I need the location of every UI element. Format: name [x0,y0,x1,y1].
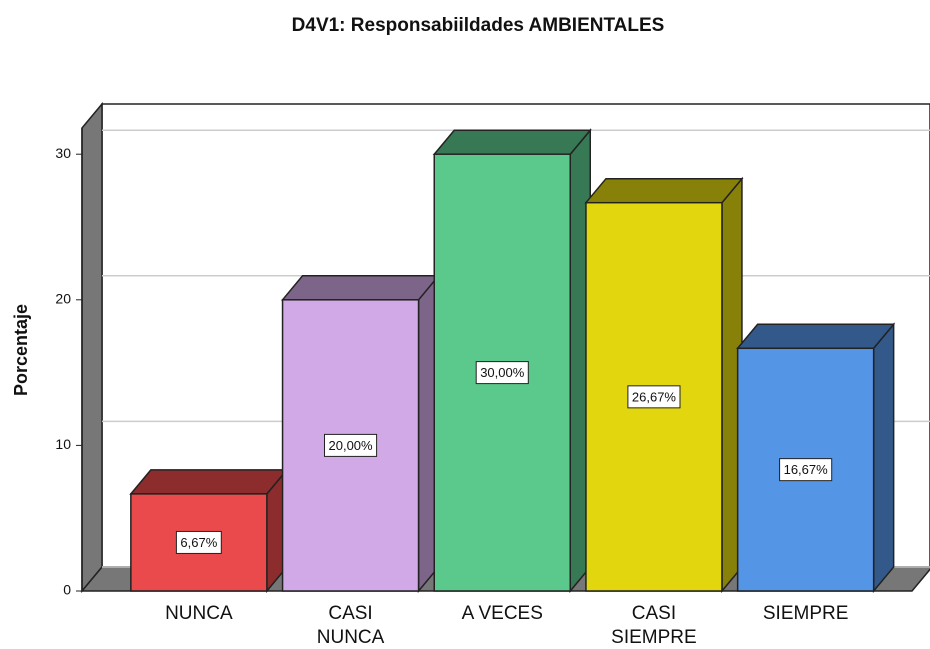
x-tick-label: CASI SIEMPRE [611,603,697,648]
y-axis-label: Porcentaje [11,304,31,396]
value-label: 6,67% [180,535,217,550]
bar-group: 6,67% [129,467,289,594]
chart-title: D4V1: Responsabiildades AMBIENTALES [292,15,665,36]
x-tick-label: NUNCA [165,603,233,624]
bar-side [872,322,895,594]
value-label: 30,00% [480,365,525,380]
value-label-box [627,385,681,409]
value-label: 20,00% [329,438,374,453]
value-label-box [779,458,833,482]
bar-top [129,469,289,495]
y-tick-label: 30 [55,145,71,161]
x-tick-label: A VECES [462,603,543,624]
y-tick-label: 20 [55,291,71,307]
bar-top [584,177,744,204]
value-label: 26,67% [632,389,677,404]
bar-top [280,275,441,301]
value-label-box [324,433,378,457]
y-tick-label: 0 [63,582,71,598]
bar-group: 26,67% [584,176,744,594]
value-label: 16,67% [784,462,829,477]
left-wall [81,101,103,594]
value-label-box [175,530,222,554]
bar-group: 30,00% [432,128,592,594]
x-tick-label: SIEMPRE [763,603,849,624]
bar-top [736,323,896,350]
value-label-box [475,361,529,385]
x-tick-label: CASI NUNCA [317,603,385,648]
y-tick-label: 10 [55,436,71,452]
bar-group: 20,00% [280,273,441,594]
bar-group: 16,67% [736,322,896,594]
bar-top [432,129,592,155]
